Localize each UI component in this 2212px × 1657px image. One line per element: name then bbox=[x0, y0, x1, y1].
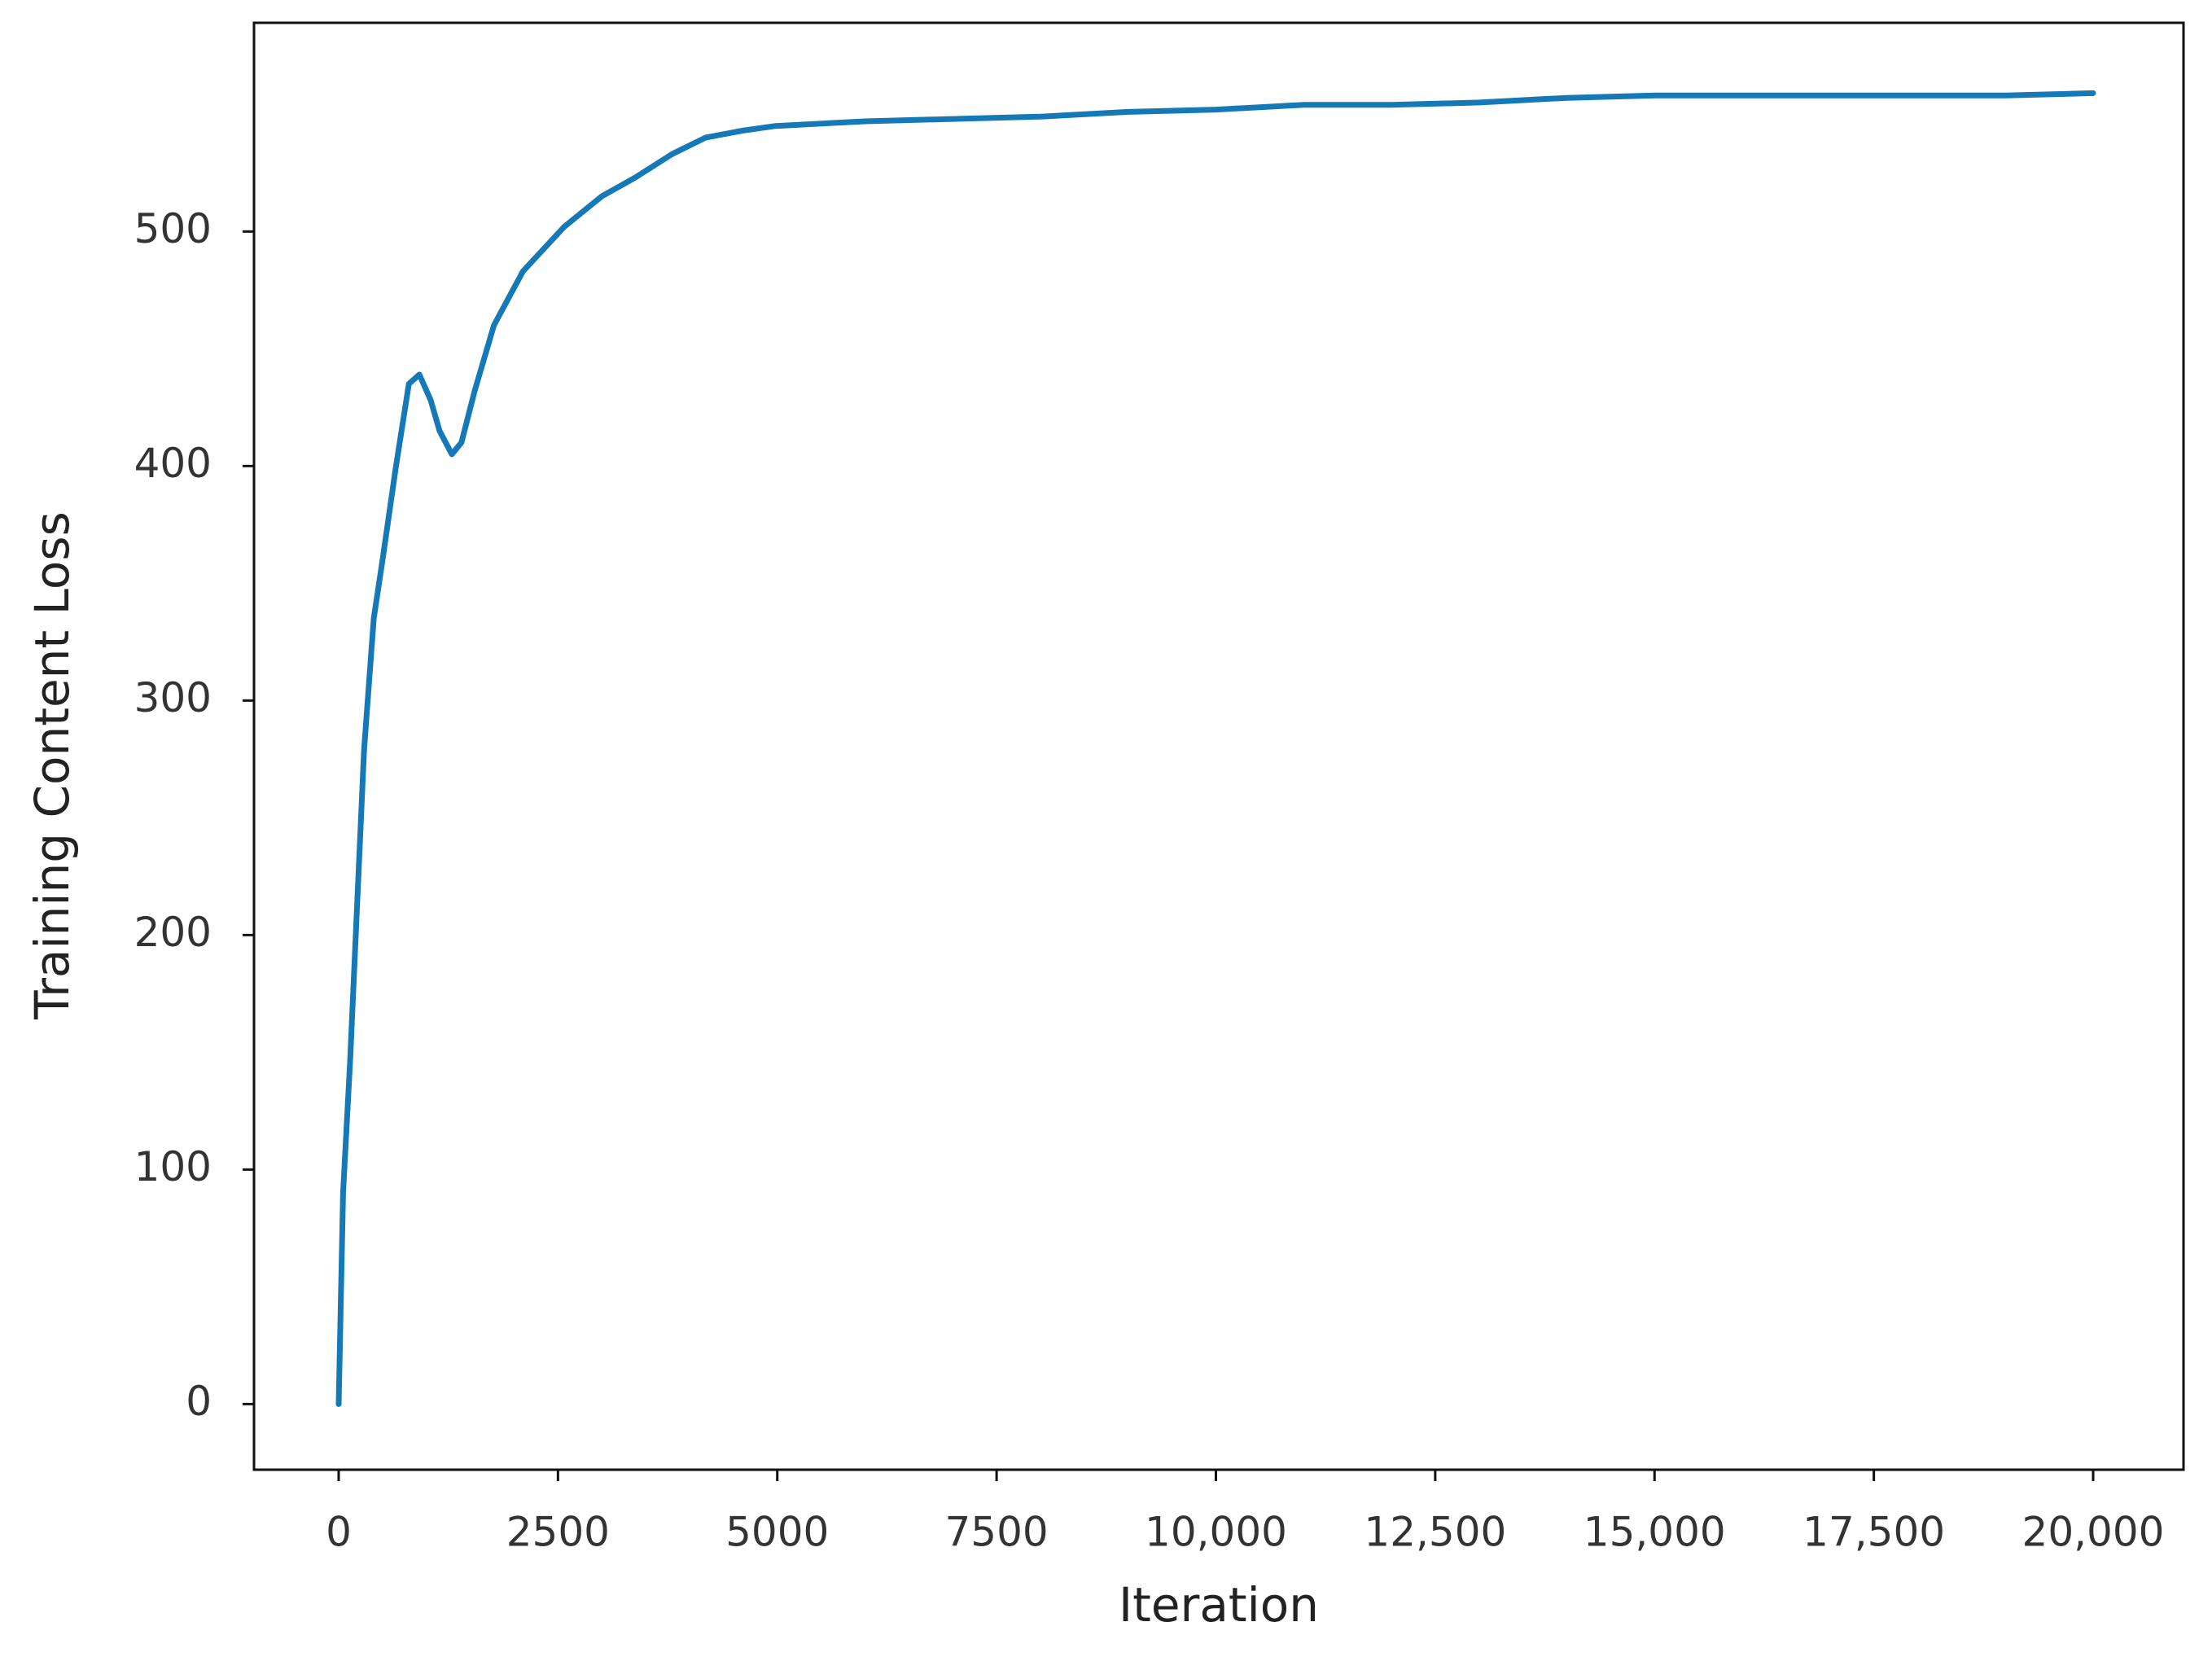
x-axis-label: Iteration bbox=[1119, 1577, 1319, 1633]
x-tick-label: 2500 bbox=[506, 1509, 610, 1556]
y-tick-label: 500 bbox=[134, 205, 212, 252]
x-tick-label: 0 bbox=[326, 1509, 352, 1556]
x-tick-label: 12,500 bbox=[1364, 1509, 1506, 1556]
x-tick-label: 17,500 bbox=[1802, 1509, 1945, 1556]
y-tick-label: 200 bbox=[134, 909, 212, 956]
line bbox=[335, 90, 2096, 1407]
plot-frame bbox=[252, 21, 2185, 1471]
y-tick-label: 0 bbox=[186, 1378, 212, 1425]
x-tick-label: 20,000 bbox=[2022, 1509, 2165, 1556]
y-tick-label: 300 bbox=[134, 674, 212, 721]
x-tick-label: 15,000 bbox=[1583, 1509, 1726, 1556]
y-tick-label: 100 bbox=[134, 1143, 212, 1190]
x-tick-label: 5000 bbox=[725, 1509, 829, 1556]
x-tick-label: 10,000 bbox=[1145, 1509, 1287, 1556]
x-tick-label: 7500 bbox=[944, 1509, 1048, 1556]
y-axis-label: Training Content Loss bbox=[24, 511, 80, 1020]
y-tick-label: 400 bbox=[134, 440, 212, 487]
